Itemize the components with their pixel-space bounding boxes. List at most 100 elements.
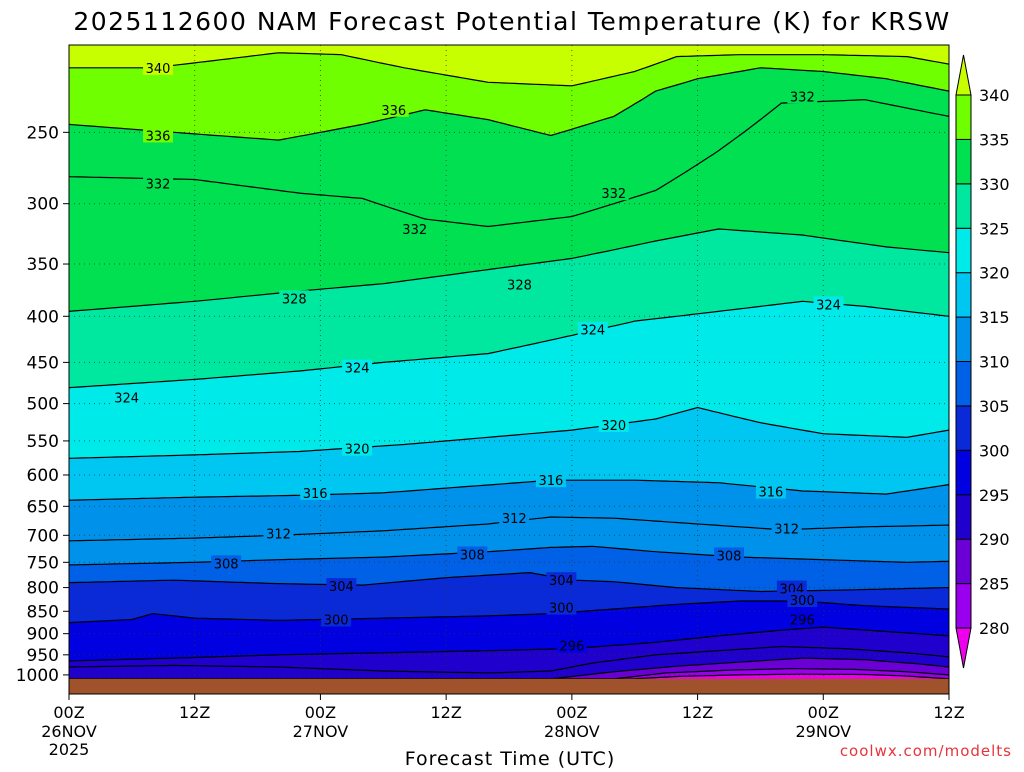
contour-label-bg	[499, 510, 530, 526]
contour-label: 296	[559, 640, 584, 655]
colorbar-label: 300	[979, 441, 1010, 460]
y-tick-label: 800	[27, 579, 59, 599]
colorbar-segment	[955, 627, 972, 669]
y-tick-label: 850	[27, 602, 59, 622]
contour-292	[69, 645, 949, 674]
contour-label: 308	[214, 557, 239, 572]
x-tick-label: 00Z	[808, 703, 839, 722]
contour-label-bg	[546, 572, 577, 588]
colorbar-label: 290	[979, 530, 1010, 549]
contour-label: 320	[601, 419, 626, 434]
contour-label: 340	[146, 62, 171, 77]
contour-label: 296	[790, 613, 815, 628]
colorbar-segment	[955, 583, 972, 629]
colorbar-segment	[955, 94, 972, 140]
colorbar-segment	[955, 361, 972, 407]
y-tick-label: 950	[27, 646, 59, 666]
contour-label: 308	[460, 548, 485, 563]
contour-label-bg	[787, 592, 818, 608]
contour-label: 300	[549, 602, 574, 617]
y-tick-label: 500	[27, 395, 59, 415]
contour-label: 300	[790, 594, 815, 609]
contour-label: 332	[790, 90, 815, 105]
colorbar-label: 325	[979, 219, 1010, 238]
y-tick-label: 550	[27, 432, 59, 452]
colorbar-segment	[955, 272, 972, 318]
contour-label: 316	[303, 487, 328, 502]
contour-label: 332	[601, 187, 626, 202]
contour-label: 332	[402, 223, 427, 238]
contour-label-bg	[787, 611, 818, 627]
contour-label: 320	[345, 443, 370, 458]
colorbar-segment	[955, 494, 972, 540]
contour-label-bg	[378, 101, 409, 117]
x-tick-label: 00Z	[305, 703, 336, 722]
contour-label: 328	[507, 279, 532, 294]
contour-324	[69, 300, 949, 389]
colorbar-segment	[955, 449, 972, 496]
contour-label-bg	[755, 483, 786, 499]
colorbar-segment	[955, 227, 972, 274]
contour-label: 324	[345, 362, 370, 377]
contour-label-bg	[321, 611, 352, 627]
contour-296	[69, 626, 949, 662]
contour-320	[69, 406, 949, 459]
colorbar-label: 335	[979, 130, 1010, 149]
x-tick-label: 12Z	[933, 703, 964, 722]
contour-label-bg	[143, 127, 174, 143]
contour-label: 312	[266, 528, 291, 543]
contour-328	[69, 228, 949, 312]
contour-label-bg	[399, 220, 430, 236]
contour-label-bg	[546, 599, 577, 615]
contour-label: 336	[146, 129, 171, 144]
contour-label-bg	[776, 580, 807, 596]
plot-frame	[68, 44, 950, 695]
contour-label-bg	[263, 525, 294, 541]
contour-label: 324	[816, 298, 841, 313]
y-tick-label: 250	[27, 123, 59, 143]
contour-340	[69, 52, 949, 87]
contour-label-bg	[342, 440, 373, 456]
colorbar-label: 320	[979, 264, 1010, 283]
x-date-label: 27NOV	[293, 722, 349, 741]
contour-label-bg	[771, 520, 802, 536]
contour-label-bg	[342, 359, 373, 375]
colorbar-label: 280	[979, 619, 1010, 638]
contour-label-bg	[787, 88, 818, 104]
contour-316	[69, 479, 949, 501]
contour-label-bg	[535, 472, 566, 488]
contour-label: 328	[282, 292, 307, 307]
x-tick-label: 00Z	[53, 703, 84, 722]
x-date-label: 28NOV	[544, 722, 600, 741]
colorbar-label: 315	[979, 308, 1010, 327]
contour-label: 300	[324, 613, 349, 628]
x-date-label: 29NOV	[795, 722, 851, 741]
x-tick-label: 12Z	[682, 703, 713, 722]
contour-label-bg	[577, 321, 608, 337]
contour-label-bg	[326, 578, 357, 594]
colorbar-label: 295	[979, 486, 1010, 505]
x-axis-title: Forecast Time (UTC)	[405, 748, 615, 768]
contour-label: 332	[146, 178, 171, 193]
contour-label: 324	[114, 391, 139, 406]
contour-label-bg	[143, 59, 174, 75]
y-tick-label: 650	[27, 497, 59, 517]
y-tick-label: 750	[27, 553, 59, 573]
contour-336	[69, 67, 949, 141]
colorbar-segment	[955, 316, 972, 363]
colorbar-segment	[955, 54, 972, 96]
x-tick-label: 12Z	[430, 703, 461, 722]
x-tick-label: 00Z	[556, 703, 587, 722]
y-tick-label: 1000	[16, 666, 59, 686]
contour-label-bg	[111, 389, 142, 405]
y-tick-label: 300	[27, 195, 59, 215]
colorbar-label: 310	[979, 353, 1010, 372]
colorbar-segment	[955, 138, 972, 185]
colorbar-segment	[955, 538, 972, 585]
colorbar-label: 285	[979, 575, 1010, 594]
chart-title: 2025112600 NAM Forecast Potential Temper…	[73, 7, 950, 36]
contour-label-bg	[279, 290, 310, 306]
contour-label: 304	[329, 580, 354, 595]
